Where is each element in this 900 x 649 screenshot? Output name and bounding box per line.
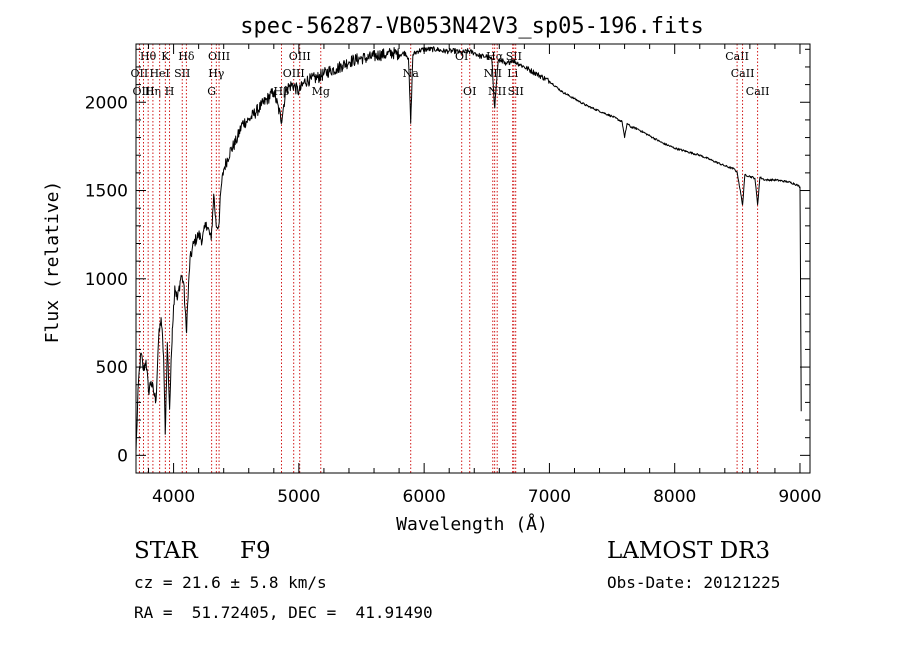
x-tick-label: 4000	[152, 487, 195, 507]
line-label-10: Hγ	[208, 67, 225, 80]
x-tick-label: 6000	[403, 487, 446, 507]
x-tick-label: 8000	[653, 487, 696, 507]
redshift-cz: cz = 21.6 ± 5.8 km/s	[134, 573, 327, 592]
line-label-15: Mg	[312, 85, 330, 98]
x-axis-label: Wavelength (Å)	[396, 513, 548, 535]
y-axis-label: Flux (relative)	[42, 181, 63, 344]
y-tick-label: 0	[117, 446, 128, 466]
axis-ticks: 4000 5000 6000 7000 8000 9000 0 500 1000 1500 2000	[85, 44, 822, 507]
line-label-26: CaII	[731, 67, 755, 80]
line-label-14: OIII	[289, 50, 311, 63]
x-tick-label: 9000	[778, 487, 821, 507]
line-label-16: Na	[403, 67, 420, 80]
ra-dec: RA = 51.72405, DEC = 41.91490	[134, 603, 433, 622]
line-label-18: OI	[463, 85, 476, 98]
chart-title: spec-56287-VB053N42V3_sp05-196.fits	[240, 14, 704, 39]
object-subclass: F9	[240, 538, 271, 564]
line-label-2: OIII	[132, 85, 154, 98]
y-tick-label: 2000	[85, 93, 128, 113]
line-label-25: CaII	[725, 50, 749, 63]
obs-date: Obs-Date: 20121225	[607, 573, 781, 592]
plot-frame	[135, 43, 811, 474]
line-label-11: OIII	[208, 50, 230, 63]
line-markers: HθOIIOIIIHηHeIKHSIIHδGHγOIIIHβOIIIOIIIMg…	[131, 44, 770, 473]
line-label-8: Hδ	[178, 50, 195, 63]
line-label-24: SII	[508, 85, 524, 98]
line-label-9: G	[207, 85, 216, 98]
line-label-4: HeI	[149, 67, 169, 80]
line-label-7: SII	[174, 67, 190, 80]
x-tick-label: 5000	[277, 487, 320, 507]
line-label-6: H	[165, 85, 175, 98]
line-label-13: OIII	[283, 67, 305, 80]
line-label-3: Hη	[145, 85, 161, 98]
line-label-27: CaII	[746, 85, 770, 98]
y-tick-label: 1500	[85, 182, 128, 202]
line-label-5: K	[161, 50, 170, 63]
y-tick-label: 1000	[85, 270, 128, 290]
line-label-1: OII	[131, 67, 149, 80]
x-tick-label: 7000	[528, 487, 571, 507]
survey-name: LAMOST DR3	[607, 538, 771, 564]
line-label-22: Li	[507, 67, 518, 80]
spectrum-line	[135, 46, 802, 452]
y-tick-label: 500	[96, 358, 128, 378]
line-label-21: NII	[488, 85, 506, 98]
line-label-23: SII	[506, 50, 522, 63]
line-label-0: Hθ	[140, 50, 157, 63]
object-class: STAR	[134, 538, 198, 564]
